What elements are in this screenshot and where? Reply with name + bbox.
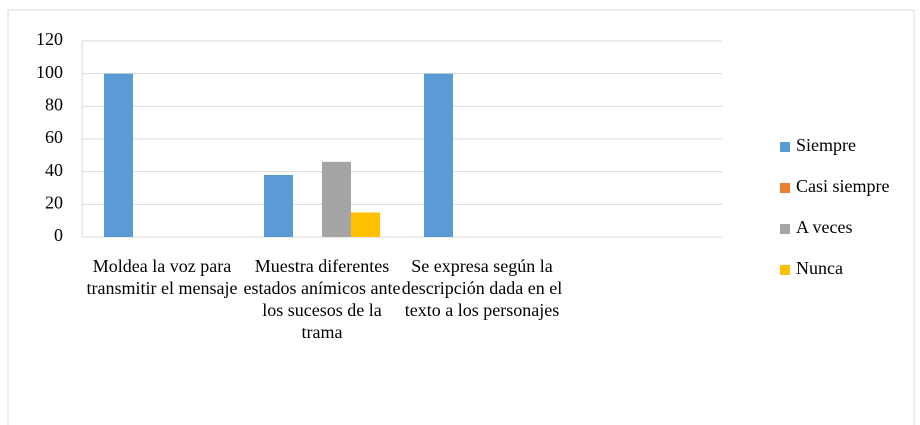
x-tick-label: Se expresa según la descripción dada en … — [401, 256, 563, 320]
chart-border — [7, 9, 915, 425]
legend-label: A veces — [796, 217, 852, 237]
legend-label: Nunca — [796, 258, 843, 278]
y-tick-label: 20 — [45, 192, 63, 212]
bar — [322, 161, 351, 237]
legend-swatch — [780, 224, 790, 234]
y-tick-label: 120 — [36, 29, 63, 49]
legend-label: Casi siempre — [796, 176, 889, 196]
y-tick-label: 40 — [45, 160, 63, 180]
x-tick-label: Moldea la voz para transmitir el mensaje — [86, 256, 238, 298]
y-tick-label: 60 — [45, 127, 63, 147]
bar — [104, 73, 133, 238]
x-tick-label: Muestra diferentes estados anímicos ante… — [243, 256, 401, 342]
bar — [351, 212, 380, 237]
bar — [264, 174, 293, 237]
legend-label: Siempre — [796, 135, 856, 155]
y-tick-label: 100 — [36, 62, 63, 82]
bar — [424, 73, 453, 238]
legend-swatch — [780, 265, 790, 275]
legend-swatch — [780, 183, 790, 193]
y-tick-label: 0 — [54, 225, 63, 245]
y-tick-label: 80 — [45, 94, 63, 114]
legend-swatch — [780, 142, 790, 152]
